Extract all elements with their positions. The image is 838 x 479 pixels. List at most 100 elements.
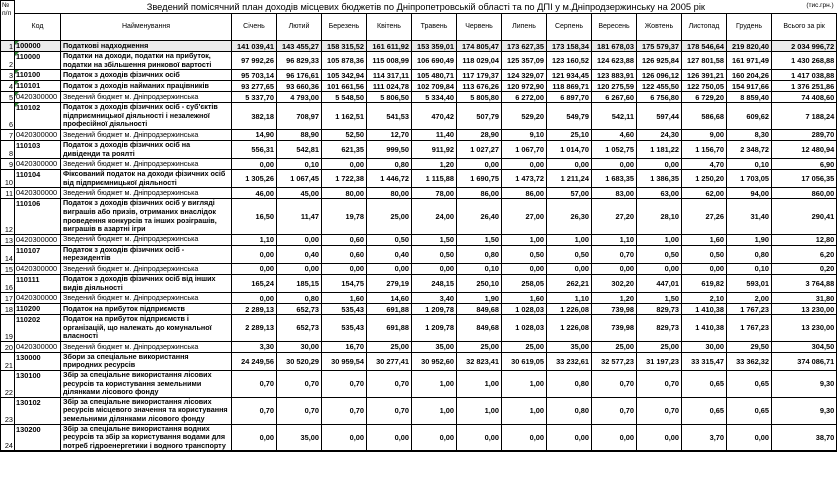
month-value-cell: 621,35 xyxy=(321,139,367,160)
name-cell: Податок з доходів фізичних осіб у вигляд… xyxy=(60,198,232,235)
month-value-cell: 1 028,03 xyxy=(501,303,547,316)
month-value-cell: 1,50 xyxy=(456,233,502,246)
month-value-cell: 101 661,56 xyxy=(321,80,367,93)
title-row: № п/п Зведений помісячний план доходів м… xyxy=(0,0,837,41)
month-value-cell: 1,00 xyxy=(636,233,682,246)
month-value-cell: 1,90 xyxy=(456,292,502,305)
table-row: 18 110200 Податок на прибуток підприємств 2… xyxy=(0,303,838,316)
month-value-cell: 0,80 xyxy=(546,396,592,425)
table-row: 22 130100 Збір за спеціальне використання … xyxy=(0,370,838,398)
table-row: 17 0420300000 Зведений бюджет м. Дніпродзе… xyxy=(0,292,838,305)
month-value-cell: 96 829,33 xyxy=(276,50,322,71)
budget-table: № п/п Зведений помісячний план доходів м… xyxy=(0,0,838,453)
row-number: 23 xyxy=(0,396,15,425)
rows: 1 100000 Податкові надходження 141 039,41 14… xyxy=(0,40,838,453)
row-number: 10 xyxy=(0,169,15,189)
table-row: 13 0420300000 Зведений бюджет м. Дніпродзе… xyxy=(0,233,838,246)
name-cell: Збір за спеціальне використання лісових … xyxy=(60,370,232,398)
code-cell: 110106 xyxy=(14,198,61,235)
month-value-cell: 535,43 xyxy=(321,303,367,316)
month-value-cell: 0,00 xyxy=(366,423,412,453)
month-value-cell: 0,70 xyxy=(321,370,367,398)
month-value-cell: 0,65 xyxy=(726,396,772,425)
month-value-cell: 33 362,32 xyxy=(726,351,772,372)
year-total-cell: 31,80 xyxy=(770,292,838,305)
month-value-cell: 0,10 xyxy=(456,262,502,275)
month-value-cell: 28,10 xyxy=(636,198,682,235)
month-value-cell: 0,70 xyxy=(321,396,367,425)
month-value-cell: 911,92 xyxy=(411,139,457,160)
month-value-cell: 1,00 xyxy=(456,370,502,398)
row-number: 21 xyxy=(0,351,15,372)
month-value-cell: 652,73 xyxy=(276,303,322,316)
month-value-cell: 121 934,45 xyxy=(546,69,592,82)
month-value-cell: 26,40 xyxy=(456,198,502,235)
month-value-cell: 0,00 xyxy=(636,262,682,275)
month-value-cell: 86,00 xyxy=(501,187,547,200)
month-value-cell: 0,00 xyxy=(591,423,637,453)
year-total-cell: 38,70 xyxy=(770,423,838,453)
title-bar: Зведений помісячний план доходів місцеви… xyxy=(15,1,837,14)
name-cell: Податок на прибуток підприємств і органі… xyxy=(60,314,232,342)
month-value-cell: 708,97 xyxy=(276,102,322,130)
month-value-cell: 62,00 xyxy=(681,187,727,200)
table-row: 5 0420300000 Зведений бюджет м. Дніпродзер… xyxy=(0,91,838,104)
month-value-cell: 30 277,41 xyxy=(366,351,412,372)
month-value-cell: 25,10 xyxy=(546,128,592,141)
code-cell: 110107 xyxy=(14,244,61,264)
month-value-cell: 0,80 xyxy=(276,292,322,305)
month-value-cell: 470,42 xyxy=(411,102,457,130)
name-cell: Податок з доходів фізичних осіб - нерези… xyxy=(60,244,232,264)
month-value-cell: 0,80 xyxy=(546,370,592,398)
row-number: 17 xyxy=(0,292,15,305)
month-value-cell: 535,43 xyxy=(321,314,367,342)
unit-note: (тис.грн.) xyxy=(806,1,834,9)
code-cell: 110000 xyxy=(14,50,61,71)
code-cell: 110202 xyxy=(14,314,61,342)
month-value-cell: 0,65 xyxy=(681,370,727,398)
month-value-cell: 160 204,26 xyxy=(726,69,772,82)
year-total-cell: 1 430 268,88 xyxy=(770,50,838,71)
row-number: 20 xyxy=(0,340,15,353)
month-value-cell: 5 548,50 xyxy=(321,91,367,104)
month-value-cell: 14,60 xyxy=(366,292,412,305)
month-value-cell: 0,00 xyxy=(321,158,367,171)
month-value-cell: 3,30 xyxy=(231,340,277,353)
month-value-cell: 0,10 xyxy=(276,158,322,171)
month-value-cell: 0,00 xyxy=(726,423,772,453)
month-value-cell: 123 160,52 xyxy=(546,50,592,71)
month-value-cell: 4 793,00 xyxy=(276,91,322,104)
month-value-cell: 16,70 xyxy=(321,340,367,353)
table-row: 6 110102 Податок з доходів фізичних осіб -… xyxy=(0,102,838,130)
month-value-cell: 154 917,66 xyxy=(726,80,772,93)
year-total-cell: 374 086,71 xyxy=(770,351,838,372)
month-value-cell: 35,00 xyxy=(546,340,592,353)
name-cell: Збір за спеціальне використання водних р… xyxy=(60,423,232,453)
month-value-cell: 529,20 xyxy=(501,102,547,130)
month-value-cell: 0,50 xyxy=(501,244,547,264)
month-value-cell: 111 024,78 xyxy=(366,80,412,93)
month-value-cell: 25,00 xyxy=(501,340,547,353)
month-value-cell: 24,30 xyxy=(636,128,682,141)
row-number: 7 xyxy=(0,128,15,141)
month-value-cell: 258,05 xyxy=(501,273,547,294)
month-value-cell: 175 579,37 xyxy=(636,40,682,52)
month-value-cell: 0,50 xyxy=(411,244,457,264)
code-cell: 110111 xyxy=(14,273,61,294)
month-value-cell: 80,00 xyxy=(321,187,367,200)
month-value-cell: 1,90 xyxy=(726,233,772,246)
month-value-cell: 30,00 xyxy=(276,340,322,353)
month-value-cell: 0,00 xyxy=(276,262,322,275)
month-value-cell: 25,00 xyxy=(366,198,412,235)
month-value-cell: 0,80 xyxy=(456,244,502,264)
code-cell: 130200 xyxy=(14,423,61,453)
month-value-cell: 0,70 xyxy=(591,244,637,264)
row-number: 13 xyxy=(0,233,15,246)
name-cell: Податок з доходів фізичних осіб від інши… xyxy=(60,273,232,294)
year-total-cell: 304,50 xyxy=(770,340,838,353)
month-value-cell: 154,75 xyxy=(321,273,367,294)
month-value-cell: 1,00 xyxy=(546,233,592,246)
month-value-cell: 27,26 xyxy=(681,198,727,235)
month-value-cell: 161 971,49 xyxy=(726,50,772,71)
month-value-cell: 32 823,41 xyxy=(456,351,502,372)
